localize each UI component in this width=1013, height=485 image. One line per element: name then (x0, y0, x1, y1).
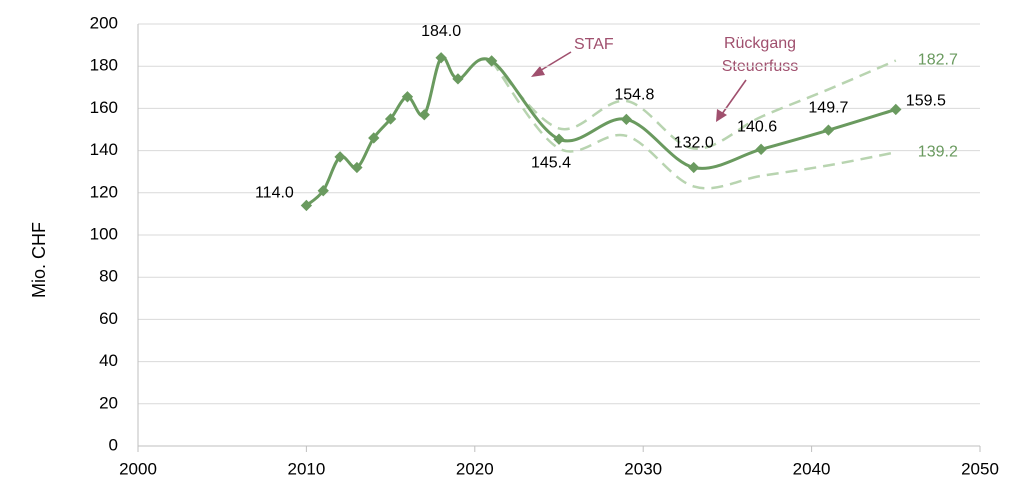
y-tick-label: 140 (90, 140, 118, 159)
data-label: 182.7 (918, 52, 958, 69)
data-label: 154.8 (614, 87, 654, 104)
marker (300, 199, 313, 212)
y-tick-label: 60 (99, 309, 118, 328)
x-tick-label: 2010 (287, 459, 325, 478)
marker (317, 185, 329, 197)
y-tick-label: 80 (99, 267, 118, 286)
x-tick-label: 2030 (624, 459, 662, 478)
marker (688, 161, 700, 174)
series-line (305, 55, 897, 207)
y-tick-label: 0 (109, 435, 118, 454)
marker (755, 143, 767, 155)
x-tick-label: 2000 (119, 459, 157, 478)
marker (822, 124, 835, 136)
data-label: 159.5 (906, 93, 946, 110)
marker (485, 55, 498, 67)
data-label: 145.4 (531, 154, 571, 171)
marker (890, 103, 902, 116)
data-label: 139.2 (918, 144, 958, 161)
y-axis-label: Mio. CHF (29, 222, 49, 298)
y-tick-label: 160 (90, 98, 118, 117)
y-tick-label: 180 (90, 56, 118, 75)
y-tick-label: 200 (90, 13, 118, 32)
marker (334, 151, 346, 163)
marker (620, 113, 633, 126)
x-tick-label: 2050 (961, 459, 999, 478)
y-tick-label: 120 (90, 182, 118, 201)
data-label: 184.0 (421, 23, 461, 40)
marker (553, 133, 565, 145)
annotation-arrow (537, 51, 572, 73)
annotation: Rückgang (724, 35, 796, 52)
arrow-head (716, 109, 727, 122)
x-tick-label: 2020 (456, 459, 494, 478)
data-label: 132.0 (674, 135, 714, 152)
data-label: 149.7 (808, 99, 848, 116)
x-tick-label: 2040 (793, 459, 831, 478)
marker (351, 161, 363, 174)
data-label: 114.0 (255, 185, 294, 202)
y-tick-label: 100 (90, 224, 118, 243)
marker (418, 109, 430, 121)
series-line (490, 59, 897, 150)
y-tick-label: 20 (99, 393, 118, 412)
data-label: 140.6 (737, 119, 777, 136)
arrow-head (531, 66, 545, 77)
annotation: Steuerfuss (722, 58, 798, 75)
y-tick-label: 40 (99, 351, 118, 370)
annotation: STAF (574, 36, 614, 53)
marker (368, 132, 380, 144)
series-line (490, 60, 897, 190)
marker (435, 52, 447, 64)
